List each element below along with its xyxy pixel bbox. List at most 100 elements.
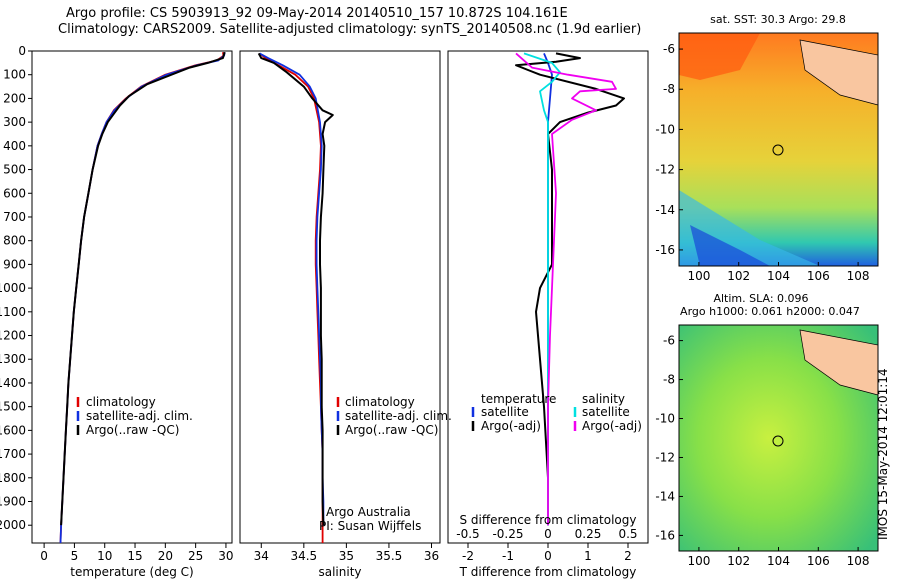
map-ytick-label: -8 xyxy=(663,373,675,387)
map-xtick-label: 108 xyxy=(847,554,870,568)
temp-series-line-0 xyxy=(59,52,225,544)
temp-xtick-label: 30 xyxy=(218,549,233,563)
map-ytick-label: -12 xyxy=(655,163,675,177)
land-java xyxy=(799,39,879,106)
temp-ytick-label: 1800 xyxy=(0,471,26,485)
map-xtick-label: 100 xyxy=(687,269,710,283)
temp-ytick-label: 1400 xyxy=(0,376,26,390)
temp-xtick-label: 10 xyxy=(97,549,112,563)
temp-xtick-label: 0 xyxy=(40,549,48,563)
map-ytick-label: -16 xyxy=(655,243,675,257)
legend-label: satellite-adj. clim. xyxy=(86,409,193,423)
temp-ytick-label: 500 xyxy=(3,163,26,177)
temp-ytick-label: 900 xyxy=(3,257,26,271)
sla-map-title-1: Altim. SLA: 0.096 xyxy=(713,292,808,305)
temp-ytick-label: 300 xyxy=(3,115,26,129)
sal-series-line-0 xyxy=(259,52,324,543)
land-java xyxy=(799,329,879,396)
diff-series-line-3 xyxy=(515,52,617,526)
map-xtick-label: 102 xyxy=(727,269,750,283)
temp-plot-area xyxy=(31,50,233,544)
legend-label: satellite xyxy=(582,405,630,419)
diff-xtick-label: 2 xyxy=(624,549,632,563)
diff-xtick-label: 0 xyxy=(544,549,552,563)
diff-top-tick-label: -0.5 xyxy=(456,527,479,541)
diff-top-tick-label: 0.25 xyxy=(575,527,602,541)
map-xtick-label: 100 xyxy=(687,554,710,568)
temp-ytick-label: 600 xyxy=(3,186,26,200)
diff-axes: -2 -1 0 1 2 -0.5 -0.25 0 0.25 0.5 xyxy=(456,527,637,563)
map-xtick-label: 104 xyxy=(767,554,790,568)
credit-line-1: Argo Australia xyxy=(326,505,411,519)
sal-xtick-label: 35 xyxy=(339,549,354,563)
sal-series-lines xyxy=(257,52,334,543)
diff-xtick-label: -1 xyxy=(502,549,514,563)
map-ytick-label: -14 xyxy=(655,203,675,217)
argo-location-marker xyxy=(772,435,784,447)
legend-title-temperature: temperature xyxy=(481,392,556,406)
temp-ytick-label: 1900 xyxy=(0,495,26,509)
legend-label: climatology xyxy=(86,395,156,409)
diff-top-tick-label: 0.5 xyxy=(618,527,637,541)
header-line-2: Climatology: CARS2009. Satellite-adjuste… xyxy=(58,22,642,37)
map-ytick-label: -10 xyxy=(655,122,675,136)
map-ytick-label: -10 xyxy=(655,412,675,426)
legend-label: Argo(-adj) xyxy=(481,419,541,433)
temp-series-lines xyxy=(59,51,226,544)
temp-ytick-label: 1500 xyxy=(0,400,26,414)
map-ytick-label: -6 xyxy=(663,334,675,348)
temp-ytick-label: 800 xyxy=(3,234,26,248)
temp-legend: climatology satellite-adj. clim. Argo(..… xyxy=(76,395,193,437)
temp-ytick-label: 2000 xyxy=(0,518,26,532)
temp-ytick-label: 1100 xyxy=(0,305,26,319)
map-ytick-label: -6 xyxy=(663,42,675,56)
temp-ytick-label: 100 xyxy=(3,68,26,82)
legend-label: Argo(..raw -QC) xyxy=(345,423,438,437)
temp-series-line-2 xyxy=(60,51,226,526)
sal-xtick-label: 35.5 xyxy=(376,549,403,563)
map-ytick-label: -14 xyxy=(655,489,675,503)
diff-legend: temperature salinity satellite Argo(-adj… xyxy=(471,392,642,433)
sla-map: Altim. SLA: 0.096 Argo h1000: 0.061 h200… xyxy=(655,292,879,568)
sal-series-line-1 xyxy=(259,52,325,526)
diff-top-tick-label: 0 xyxy=(544,527,552,541)
sla-map-title-2: Argo h1000: 0.061 h2000: 0.047 xyxy=(680,305,860,318)
diff-top-tick-label: -0.25 xyxy=(492,527,523,541)
diff-series-lines xyxy=(515,52,625,526)
map-ytick-label: -16 xyxy=(655,528,675,542)
temp-xtick-label: 20 xyxy=(158,549,173,563)
legend-label: satellite xyxy=(481,405,529,419)
sal-plot-area xyxy=(239,50,441,544)
legend-label: climatology xyxy=(345,395,415,409)
legend-label: satellite-adj. clim. xyxy=(345,409,452,423)
diff-xtick-label: 1 xyxy=(584,549,592,563)
temp-xtick-label: 5 xyxy=(71,549,79,563)
diff-xlabel-top: S difference from climatology xyxy=(460,513,637,527)
sst-map-title: sat. SST: 30.3 Argo: 29.8 xyxy=(710,13,846,26)
temp-ytick-label: 1200 xyxy=(0,329,26,343)
sst-cold-patch xyxy=(690,225,770,266)
map-xtick-label: 106 xyxy=(807,554,830,568)
temp-ytick-label: 200 xyxy=(3,91,26,105)
temp-xtick-label: 15 xyxy=(127,549,142,563)
legend-title-salinity: salinity xyxy=(582,392,625,406)
legend-label: Argo(-adj) xyxy=(582,419,642,433)
sal-xlabel: salinity xyxy=(318,565,361,579)
diff-series-line-2 xyxy=(523,52,561,526)
sal-xtick-label: 34 xyxy=(254,549,269,563)
map-xtick-label: 108 xyxy=(847,269,870,283)
temp-ytick-label: 1300 xyxy=(0,352,26,366)
temp-ytick-label: 400 xyxy=(3,139,26,153)
header-line-1: Argo profile: CS 5903913_92 09-May-2014 … xyxy=(66,6,568,21)
map-xtick-label: 106 xyxy=(807,269,830,283)
temp-series-line-1 xyxy=(59,52,226,544)
temp-xtick-label: 25 xyxy=(188,549,203,563)
legend-label: Argo(..raw -QC) xyxy=(86,423,179,437)
credit-line-2: PI: Susan Wijffels xyxy=(319,519,421,533)
sal-xtick-label: 34.5 xyxy=(290,549,317,563)
temp-ytick-label: 1600 xyxy=(0,423,26,437)
sst-hotspot xyxy=(679,33,760,80)
diff-xlabel: T difference from climatology xyxy=(459,565,637,579)
temp-ytick-label: 700 xyxy=(3,210,26,224)
